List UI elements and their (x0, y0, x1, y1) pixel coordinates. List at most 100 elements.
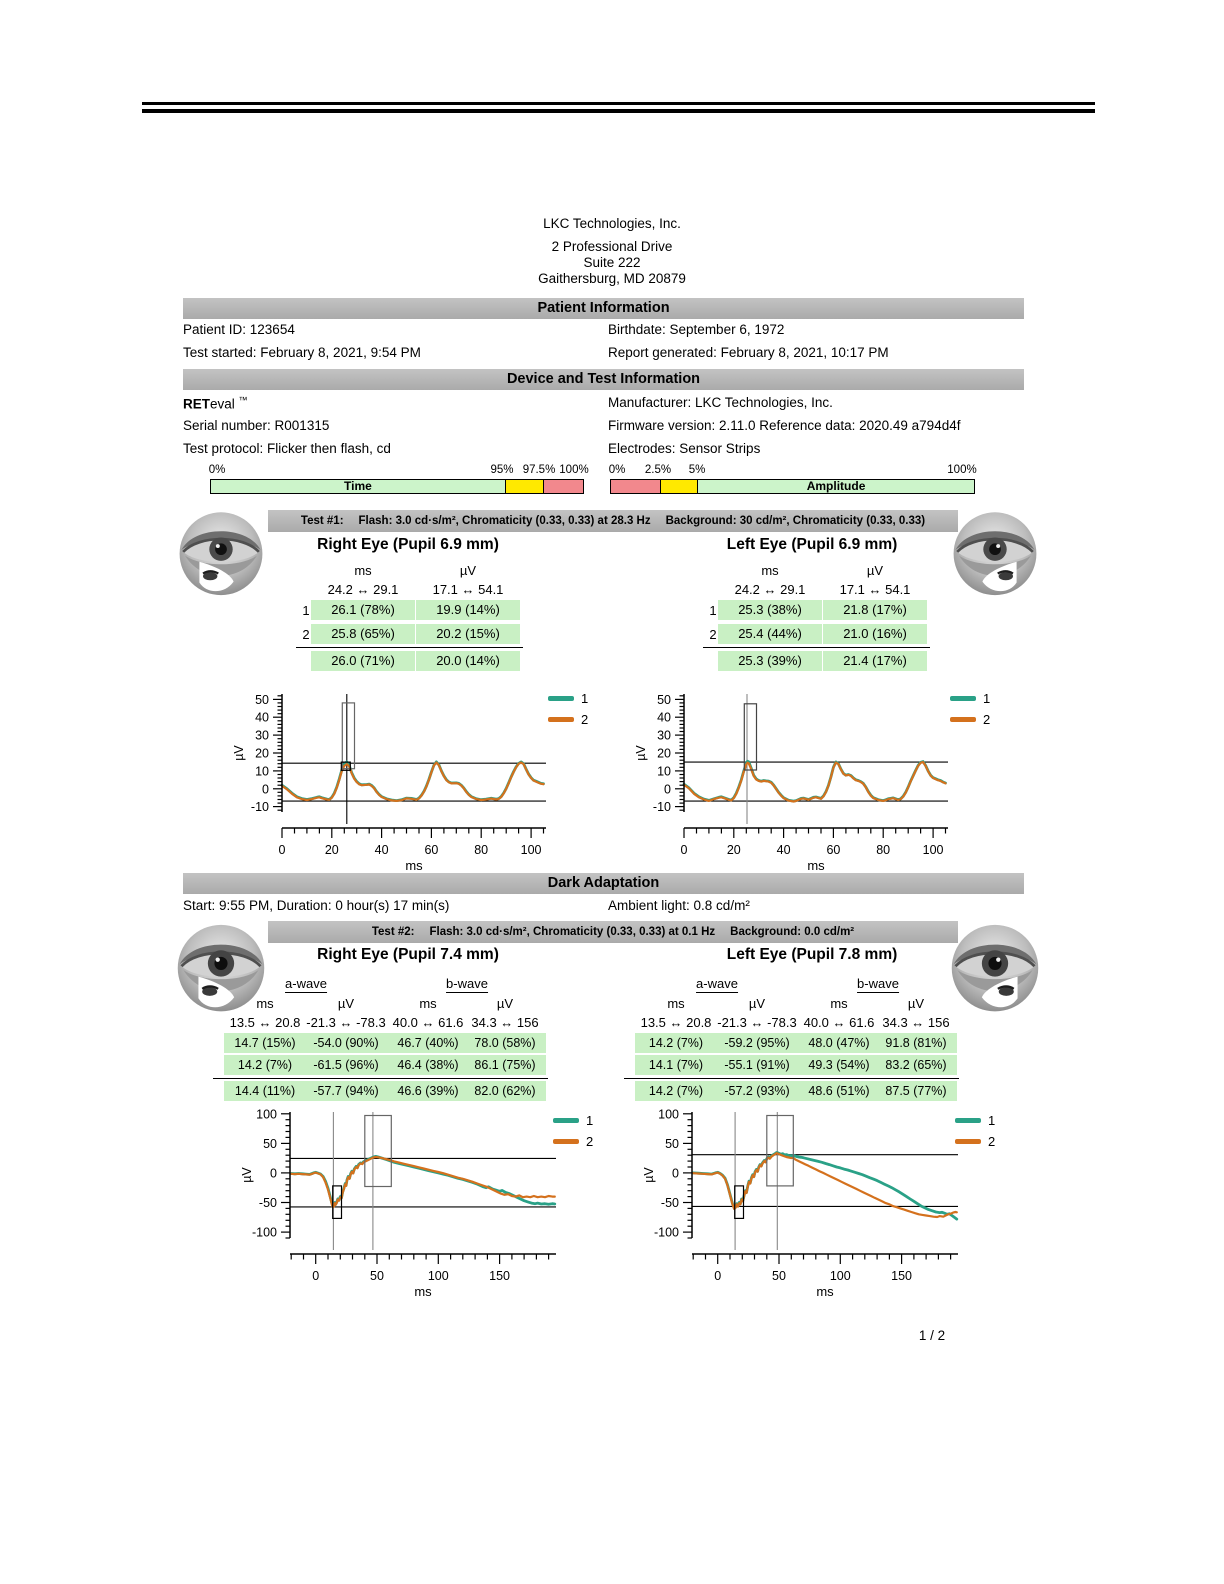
svg-text:60: 60 (424, 843, 438, 857)
test1-right-row1-index: 1 (302, 603, 310, 618)
svg-text:20: 20 (255, 747, 269, 761)
birthdate: Birthdate: September 6, 1972 (608, 322, 785, 337)
eye-image (177, 924, 265, 1012)
test2-left-summary-1: -57.2 (93%) (716, 1081, 798, 1101)
svg-text:20: 20 (325, 843, 339, 857)
svg-text:-100: -100 (654, 1226, 679, 1240)
test2-left-row1-cell-2: 48.0 (47%) (798, 1033, 880, 1053)
test2-right-col-2: ms (419, 996, 437, 1011)
test1-right-row2-index: 2 (302, 627, 310, 642)
svg-text:100: 100 (521, 843, 542, 857)
test1-left-range-ms: 24.2 ↔ 29.1 (734, 582, 806, 597)
svg-text:50: 50 (665, 1137, 679, 1151)
test-started: Test started: February 8, 2021, 9:54 PM (183, 345, 421, 360)
svg-text:50: 50 (772, 1269, 786, 1283)
svg-text:0: 0 (270, 1166, 277, 1180)
svg-text:50: 50 (263, 1137, 277, 1151)
test1-left-row2-uv: 21.0 (16%) (823, 624, 927, 644)
eye-image (951, 924, 1039, 1012)
device-name-rest: eval (210, 396, 235, 412)
test2-left-range-0: 13.5 ↔ 20.8 (640, 1015, 712, 1030)
test1-right-row2-uv: 20.2 (15%) (416, 624, 520, 644)
test2-left-row1-cell-0: 14.2 (7%) (635, 1033, 717, 1053)
test2-left-range-1: -21.3 ↔ -78.3 (717, 1015, 797, 1030)
svg-text:-50: -50 (661, 1196, 679, 1210)
svg-text:0: 0 (664, 782, 671, 796)
left-eye-photo-dark (948, 920, 1042, 1020)
svg-text:-100: -100 (252, 1226, 277, 1240)
test1-left-summary-uv: 21.4 (17%) (823, 651, 927, 671)
test1-right-divider (296, 647, 523, 648)
test2-right-row1-cell-0: 14.7 (15%) (224, 1033, 306, 1053)
device-name-bold: RET (183, 396, 210, 412)
company-name: LKC Technologies, Inc. (543, 216, 681, 231)
test2-right-row1-cell-1: -54.0 (90%) (305, 1033, 387, 1053)
chart-legend-flicker-right: 1 2 (548, 688, 588, 730)
test2-left-row1-cell-3: 91.8 (81%) (875, 1033, 957, 1053)
series-2-label: 2 (983, 712, 991, 727)
amplitude-bar-marginal-segment (660, 480, 699, 493)
time-bar-tick-0: 0% (208, 464, 226, 476)
test1-right-row2-ms: 25.8 (65%) (311, 624, 415, 644)
svg-text:10: 10 (657, 764, 671, 778)
right-eye-photo-dark (174, 920, 268, 1020)
test2-right-col-3: µV (496, 996, 514, 1011)
test1-banner-background: Background: 30 cd/m², Chromaticity (0.33… (665, 515, 926, 527)
test2-right-summary-1: -57.7 (94%) (305, 1081, 387, 1101)
address-line-1: 2 Professional Drive (551, 239, 673, 254)
series-1-label: 1 (983, 691, 991, 706)
chart-legend-dark-left: 1 2 (955, 1110, 995, 1152)
svg-text:10: 10 (255, 764, 269, 778)
svg-text:ms: ms (807, 858, 825, 873)
test2-right-divider (213, 1078, 548, 1079)
page-number: 1 / 2 (918, 1328, 946, 1343)
svg-text:50: 50 (657, 693, 671, 707)
serial-number: Serial number: R001315 (183, 418, 330, 433)
svg-text:-50: -50 (259, 1196, 277, 1210)
amplitude-bar-tick-100: 100% (947, 464, 977, 476)
test2-right-row2-cell-3: 86.1 (75%) (464, 1055, 546, 1075)
test2-left-row1-cell-1: -59.2 (95%) (716, 1033, 798, 1053)
svg-text:20: 20 (727, 843, 741, 857)
dark-adaptation-start: Start: 9:55 PM, Duration: 0 hour(s) 17 m… (183, 898, 450, 913)
amplitude-bar-tick-25: 2.5% (644, 464, 672, 476)
series-2-swatch (548, 717, 574, 722)
test2-right-row2-cell-0: 14.2 (7%) (224, 1055, 306, 1075)
series-1-swatch (548, 696, 574, 701)
amplitude-bar-label: Amplitude (806, 479, 866, 493)
right-eye-photo (176, 508, 266, 603)
chart-legend-dark-right: 1 2 (553, 1110, 593, 1152)
svg-text:0: 0 (672, 1166, 679, 1180)
test2-left-col-1: µV (748, 996, 766, 1011)
top-rule-thin (142, 102, 1095, 105)
svg-text:60: 60 (826, 843, 840, 857)
test2-right-range-0: 13.5 ↔ 20.8 (229, 1015, 301, 1030)
patient-information-header: Patient Information (183, 298, 1024, 319)
time-bar-tick-100: 100% (559, 464, 589, 476)
test1-banner: Test #1: Flash: 3.0 cd·s/m², Chromaticit… (268, 510, 958, 532)
test1-right-row1-uv: 19.9 (14%) (416, 600, 520, 620)
test1-right-col-ms: ms (354, 563, 372, 578)
series-2-swatch (950, 717, 976, 722)
test1-right-range-uv: 17.1 ↔ 54.1 (432, 582, 504, 597)
test2-right-row1-cell-3: 78.0 (58%) (464, 1033, 546, 1053)
svg-text:40: 40 (375, 843, 389, 857)
dark-flash-erg-chart-left-eye: -100 -50 0 50 100 µV 0 50 100 150 ms (640, 1104, 972, 1304)
svg-text:-10: -10 (251, 800, 269, 814)
device-information-header: Device and Test Information (183, 369, 1024, 390)
svg-text:150: 150 (489, 1269, 510, 1283)
test2-banner: Test #2: Flash: 3.0 cd·s/m², Chromaticit… (268, 921, 958, 943)
test2-left-row2-cell-3: 83.2 (65%) (875, 1055, 957, 1075)
eye-image (953, 512, 1037, 596)
test1-left-row1-ms: 25.3 (38%) (718, 600, 822, 620)
svg-text:100: 100 (428, 1269, 449, 1283)
svg-text:100: 100 (658, 1107, 679, 1121)
svg-text:0: 0 (312, 1269, 319, 1283)
test2-banner-prefix: Test #2: (371, 926, 415, 938)
svg-text:0: 0 (262, 782, 269, 796)
test1-right-row1-ms: 26.1 (78%) (311, 600, 415, 620)
left-eye-photo (950, 508, 1040, 603)
series-1-label: 1 (988, 1113, 996, 1128)
dark-adaptation-ambient: Ambient light: 0.8 cd/m² (608, 898, 750, 913)
